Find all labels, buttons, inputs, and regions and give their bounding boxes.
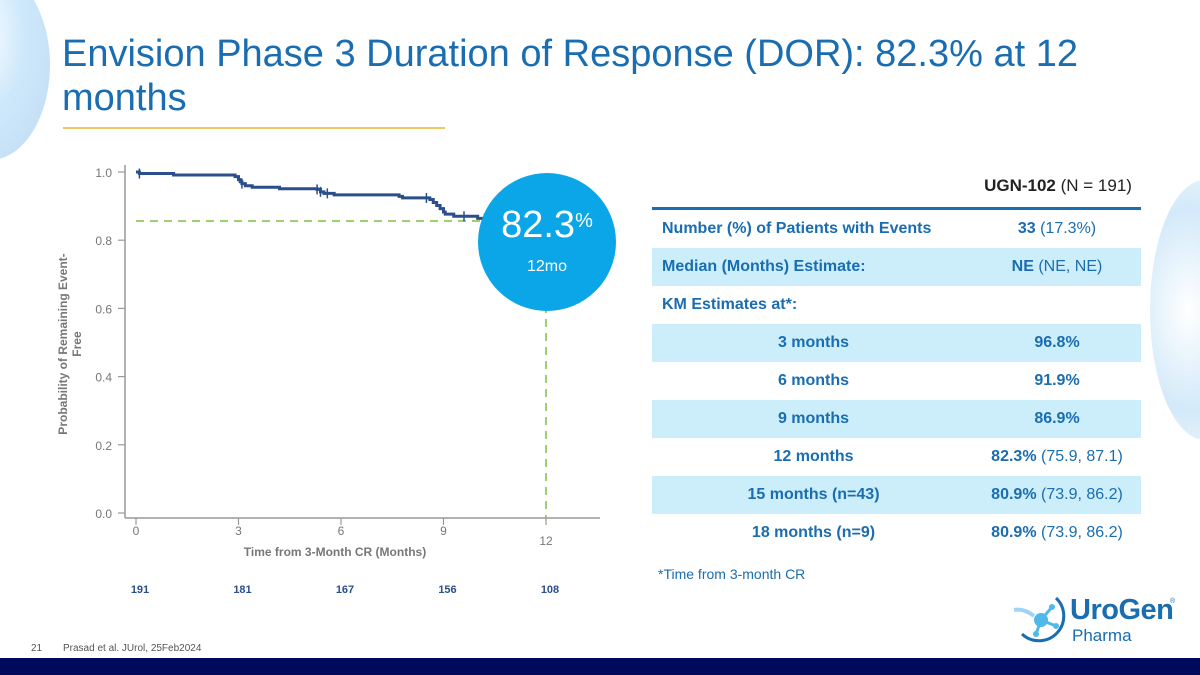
logo-registered: ®: [1170, 598, 1176, 605]
row-value-ci: (75.9, 87.1): [1036, 448, 1123, 465]
at-risk-count: 167: [336, 584, 354, 596]
row-label: Median (Months) Estimate:: [662, 258, 866, 275]
table-row: 9 months 86.9%: [652, 400, 1141, 438]
row-value: 80.9% (73.9, 86.2): [947, 486, 1167, 504]
table-row: 15 months (n=43) 80.9% (73.9, 86.2): [652, 476, 1141, 514]
at-risk-count: 156: [438, 584, 456, 596]
row-label: 6 months: [777, 372, 850, 389]
row-value-main: 96.8%: [1034, 334, 1080, 351]
chart-axes: [118, 165, 600, 525]
row-value-ci: (17.3%): [1035, 220, 1097, 237]
x-axis-label: Time from 3-Month CR (Months): [244, 545, 426, 559]
logo-brand: UroGen: [1070, 594, 1174, 626]
table-row: 3 months 96.8%: [652, 324, 1141, 362]
table-row: 18 months (n=9) 80.9% (73.9, 86.2): [652, 514, 1141, 552]
row-value-main: 80.9%: [991, 524, 1037, 541]
y-tick-label: 1.0: [95, 166, 112, 180]
callout-unit: %: [575, 210, 593, 232]
decorative-bubble-right: [1150, 180, 1200, 440]
row-value-main: 82.3%: [991, 448, 1037, 465]
y-tick-label: 0.4: [95, 371, 112, 385]
row-label: 12 months: [773, 448, 854, 465]
row-value-main: NE: [1011, 258, 1034, 275]
x-tick-label: 12: [539, 534, 553, 548]
logo-sub: Pharma: [1072, 626, 1132, 645]
table-row: 6 months 91.9%: [652, 362, 1141, 400]
x-tick-label: 0: [133, 524, 140, 538]
reference-lines: [136, 220, 547, 518]
y-tick-label: 0.0: [95, 507, 112, 521]
at-risk-count: 191: [131, 584, 149, 596]
y-tick-label: 0.2: [95, 439, 112, 453]
row-value-ci: (73.9, 86.2): [1036, 524, 1123, 541]
row-value: 82.3% (75.9, 87.1): [947, 448, 1167, 466]
table-row: Number (%) of Patients with Events 33 (17…: [652, 210, 1141, 248]
table-row: Median (Months) Estimate: NE (NE, NE): [652, 248, 1141, 286]
callout-label: 12mo: [526, 258, 568, 275]
table-header-cell: UGN-102 (N = 191): [975, 176, 1141, 196]
x-tick-label: 3: [235, 524, 242, 538]
at-risk-count: 181: [233, 584, 251, 596]
at-risk-table: 191 181 167 156 108: [131, 584, 559, 596]
table-footnote: *Time from 3-month CR: [658, 566, 806, 582]
table-row: 12 months 82.3% (75.9, 87.1): [652, 438, 1141, 476]
y-tick-label: 0.8: [95, 234, 112, 248]
row-value-main: 91.9%: [1034, 372, 1080, 389]
y-axis-label: Probability of Remaining Event-Free: [56, 253, 84, 435]
slide-title: Envision Phase 3 Duration of Response (D…: [62, 33, 1078, 119]
dor-table: UGN-102 (N = 191) Number (%) of Patients…: [652, 163, 1141, 552]
row-value-main: 33: [1017, 220, 1036, 237]
row-label: KM Estimates at*:: [662, 296, 798, 313]
censor-marks: [138, 168, 486, 224]
row-label: Number (%) of Patients with Events: [662, 220, 932, 237]
y-tick-label: 0.6: [95, 302, 112, 316]
table-row: KM Estimates at*:: [652, 286, 1141, 324]
row-label: 3 months: [777, 334, 850, 351]
callout-circle: 82.3% 12mo: [478, 173, 616, 311]
km-chart: 0.0 0.2 0.4 0.6 0.8 1.0 0 3 6 9 12 191 181 167 156 108…: [0, 0, 620, 620]
reference-citation: Prasad et al. JUrol, 25Feb2024: [63, 643, 202, 654]
row-value: 33 (17.3%): [947, 220, 1167, 238]
row-value: 91.9%: [947, 372, 1167, 390]
row-value-main: 80.9%: [991, 486, 1037, 503]
row-label: 15 months (n=43): [747, 486, 880, 503]
table-body: Number (%) of Patients with Events 33 (17…: [652, 210, 1141, 552]
callout-value: 82.3: [501, 204, 576, 246]
row-value: 80.9% (73.9, 86.2): [947, 524, 1167, 542]
header-n: (N = 191): [1055, 176, 1132, 195]
header-arm: UGN-102: [984, 176, 1056, 195]
row-value-ci: (NE, NE): [1033, 258, 1103, 275]
callout-value-wrap: 82.3%: [478, 203, 616, 247]
table-header: UGN-102 (N = 191): [652, 163, 1141, 207]
row-label: 18 months (n=9): [751, 524, 876, 541]
row-value-ci: (73.9, 86.2): [1036, 486, 1123, 503]
row-value: 96.8%: [947, 334, 1167, 352]
title-underline: [63, 127, 445, 129]
at-risk-count: 108: [541, 584, 559, 596]
tick-labels: 0.0 0.2 0.4 0.6 0.8 1.0 0 3 6 9 12: [95, 166, 553, 548]
km-curve: [136, 170, 548, 228]
row-value: NE (NE, NE): [947, 258, 1167, 276]
x-tick-label: 9: [440, 524, 447, 538]
bottom-bar: [0, 658, 1200, 675]
page-number: 21: [31, 643, 43, 654]
row-value: 86.9%: [947, 410, 1167, 428]
km-chart-svg: 0.0 0.2 0.4 0.6 0.8 1.0 0 3 6 9 12 191 181 167 156 108…: [95, 165, 600, 596]
logo-mark-icon: [1013, 596, 1066, 643]
km-curve-line: [136, 170, 548, 228]
row-value-main: 86.9%: [1034, 410, 1080, 427]
table-header-rule: [652, 207, 1141, 210]
x-tick-label: 6: [338, 524, 345, 538]
urogen-logo: UroGen ® Pharma: [1012, 590, 1182, 648]
row-label: 9 months: [777, 410, 850, 427]
